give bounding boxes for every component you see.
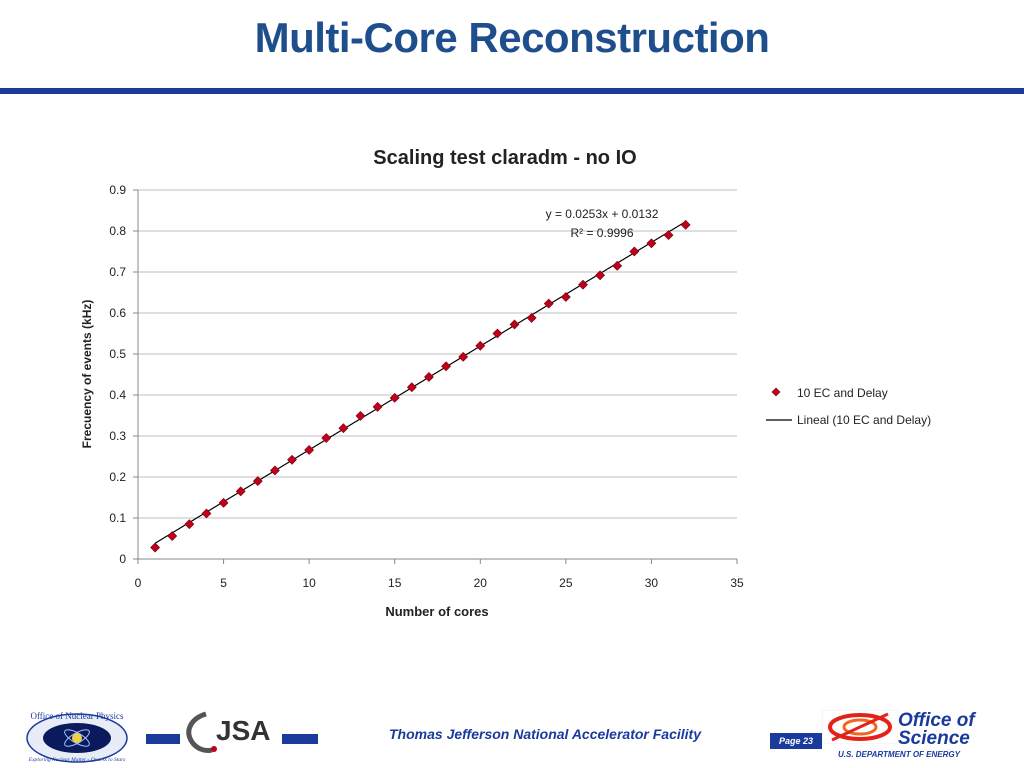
data-point <box>406 382 417 393</box>
data-point <box>167 531 178 541</box>
grid-lines <box>138 189 737 519</box>
data-point <box>252 476 263 487</box>
office-of-science-title: Office of Science <box>898 710 975 749</box>
data-point <box>441 361 451 372</box>
data-point <box>424 372 434 382</box>
jsa-logo: JSA <box>186 711 270 753</box>
y-axis-label: Frecuency of events (kHz) <box>80 300 94 449</box>
data-point <box>458 351 469 362</box>
trendline-layer <box>154 221 686 544</box>
y-tick-label: 0.8 <box>109 224 126 238</box>
x-tick-label: 30 <box>645 576 659 590</box>
data-point <box>612 260 623 271</box>
data-point <box>150 542 161 553</box>
office-of-nuclear-physics-logo: Office of Nuclear Physics Exploring Nucl… <box>26 711 128 763</box>
trendline-equation: y = 0.0253x + 0.0132 <box>546 207 659 221</box>
data-point <box>663 230 674 241</box>
data-point <box>578 279 588 290</box>
trendline-r-squared: R² = 0.9996 <box>570 226 633 240</box>
data-point <box>355 410 366 421</box>
axes: 0 0.1 0.2 0.3 0.4 0.5 0.6 0.7 0.8 0.9 0 5 10 15 20 25 30… <box>109 183 744 590</box>
data-point <box>218 497 229 508</box>
data-point <box>680 219 691 230</box>
y-tick-label: 0.5 <box>109 347 126 361</box>
data-point <box>509 319 520 330</box>
y-tick-label: 0.9 <box>109 183 126 197</box>
data-point <box>646 238 657 249</box>
x-axis-label: Number of cores <box>385 604 488 619</box>
legend-diamond-marker <box>771 387 781 397</box>
chart-title: Scaling test claradm - no IO <box>373 147 636 169</box>
x-tick-label: 10 <box>302 576 316 590</box>
y-tick-label: 0.4 <box>109 388 126 402</box>
footer-bar-left <box>146 734 180 744</box>
data-point <box>269 465 280 476</box>
data-point <box>287 454 297 465</box>
data-point <box>235 486 246 497</box>
y-tick-label: 0.2 <box>109 470 126 484</box>
x-tick-label: 5 <box>220 576 227 590</box>
data-point <box>560 292 571 302</box>
y-tick-label: 0.7 <box>109 265 126 279</box>
data-point <box>595 270 606 281</box>
data-point <box>492 328 503 339</box>
doe-office-of-science-logo <box>822 710 898 744</box>
jsa-logo-text: JSA <box>216 715 270 746</box>
data-point <box>304 445 315 455</box>
data-point <box>321 433 332 443</box>
data-point <box>338 423 349 434</box>
x-tick-label: 25 <box>559 576 573 590</box>
x-tick-label: 35 <box>730 576 744 590</box>
page-number: Page 23 <box>770 733 822 749</box>
x-tick-label: 15 <box>388 576 402 590</box>
data-point <box>526 312 537 323</box>
facility-name: Thomas Jefferson National Accelerator Fa… <box>389 726 701 742</box>
legend-series-label: 10 EC and Delay <box>797 386 888 400</box>
legend-trendline-label: Lineal (10 EC and Delay) <box>797 413 931 427</box>
slide-title: Multi-Core Reconstruction <box>254 14 770 61</box>
data-point <box>389 392 400 403</box>
onp-arc-top-text: Office of Nuclear Physics <box>30 711 124 721</box>
y-tick-label: 0.6 <box>109 306 126 320</box>
legend: 10 EC and Delay Lineal (10 EC and Delay) <box>766 386 931 427</box>
title-rule <box>0 88 1024 94</box>
x-tick-label: 0 <box>135 576 142 590</box>
data-point <box>629 246 640 257</box>
y-tick-label: 0 <box>119 552 126 566</box>
doe-subtitle: U.S. DEPARTMENT OF ENERGY <box>838 750 960 759</box>
data-point <box>201 508 212 519</box>
data-point <box>372 401 383 412</box>
y-tick-label: 0.1 <box>109 511 126 525</box>
y-tick-label: 0.3 <box>109 429 126 443</box>
trendline <box>154 221 686 544</box>
data-points <box>150 219 691 553</box>
scatter-chart: Scaling test claradm - no IO 00.10.20.30… <box>80 147 931 619</box>
data-point <box>543 298 554 309</box>
onp-arc-bottom-text: Exploring Nuclear Matter - Quarks to Sta… <box>28 757 126 763</box>
footer-bar-mid <box>282 734 318 744</box>
x-tick-label: 20 <box>474 576 488 590</box>
data-point <box>184 519 195 530</box>
data-point <box>475 340 486 351</box>
